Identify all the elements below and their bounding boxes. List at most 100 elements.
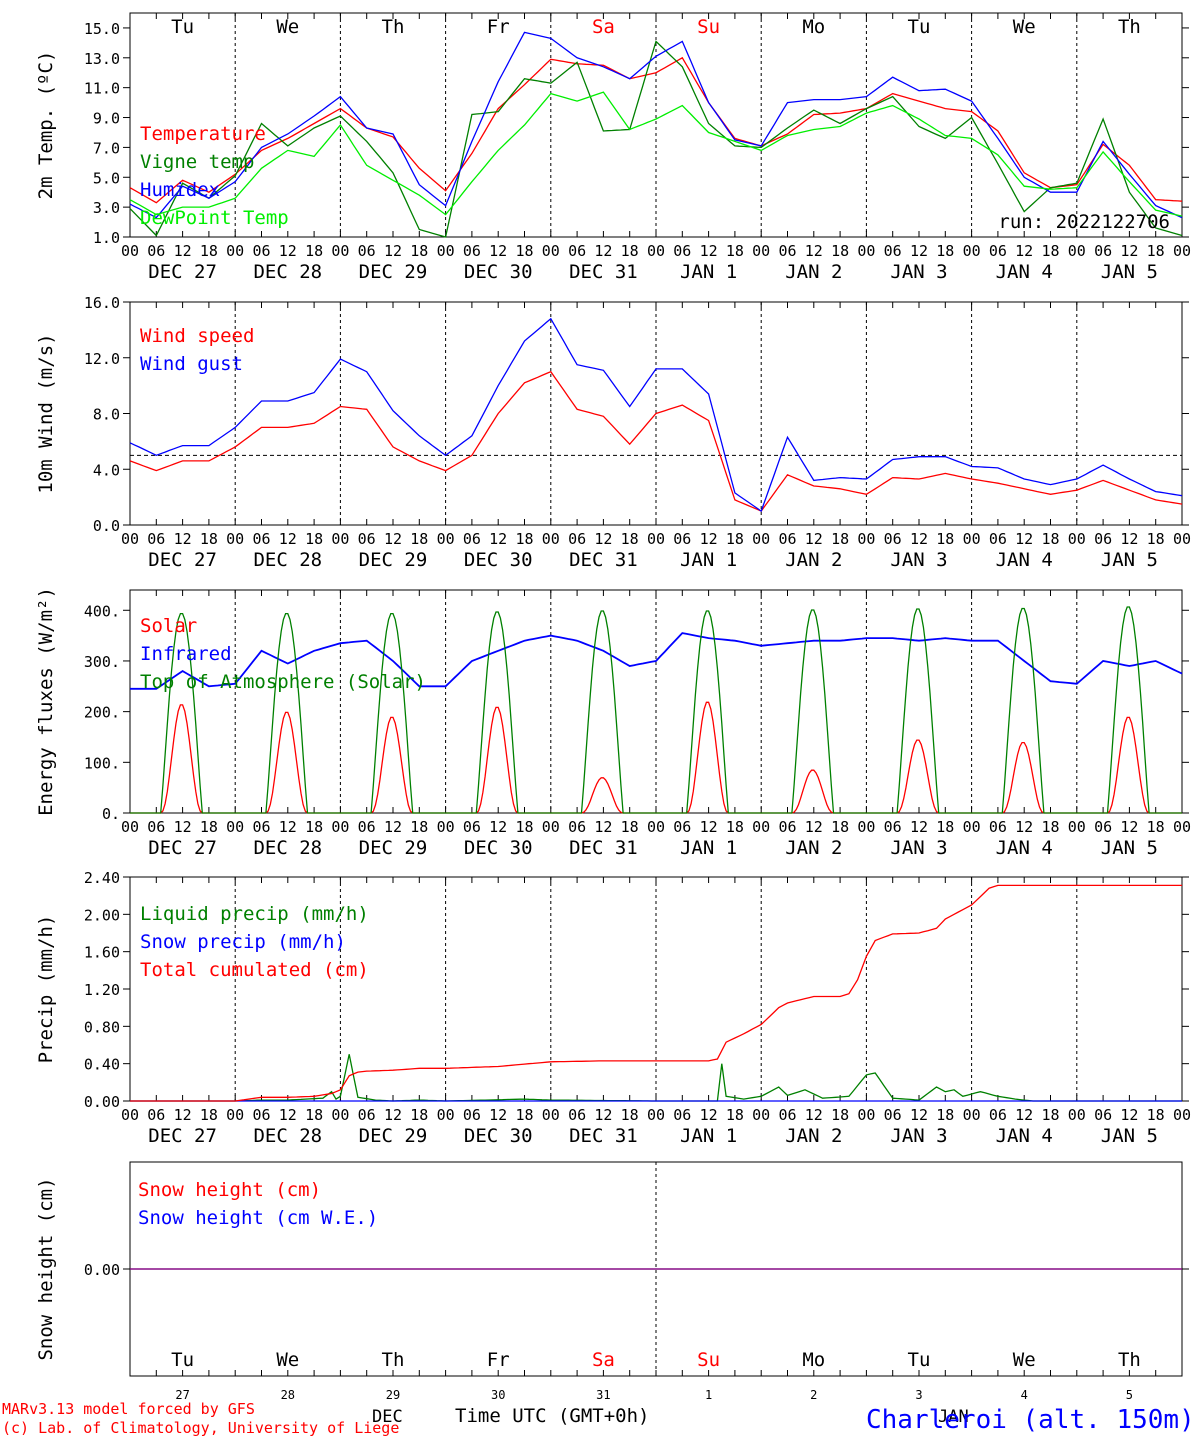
x-hour-label: 00 (437, 530, 455, 548)
x-date-label: DEC 28 (253, 837, 322, 859)
x-hour-label: 12 (700, 818, 718, 836)
x-hour-label: 06 (147, 1106, 165, 1124)
legend-entry: Wind gust (140, 353, 243, 375)
x-hour-label: 06 (252, 530, 270, 548)
chart-panel-2: 0.0 4.0 8.0 12.0 16.0 10m Wind (m/s) 00 06 12 18 0… (35, 294, 1191, 571)
x-date-label: DEC 28 (253, 261, 322, 283)
x-date-label: DEC 27 (148, 549, 217, 571)
y-tick-label: 0.00 (84, 1093, 120, 1111)
x-hour-label: 00 (857, 1106, 875, 1124)
x-hour-label: 06 (778, 242, 796, 260)
y-tick-label: 0.0 (93, 517, 120, 535)
y-tick-label: 0. (102, 805, 120, 823)
x-date-label: JAN 1 (680, 261, 737, 283)
series-line (129, 40, 1183, 238)
chart-panel-3: 0. 100. 200. 300. 400. Energy fluxes (W/m²) 00… (35, 587, 1191, 859)
model-credit: MARv3.13 model forced by GFS (2, 1400, 255, 1418)
x-hour-label: 18 (305, 242, 323, 260)
x-hour-label: 06 (884, 530, 902, 548)
x-day-number: 31 (596, 1388, 610, 1402)
x-day-number: 3 (915, 1388, 922, 1402)
lab-credit: (c) Lab. of Climatology, University of L… (2, 1419, 399, 1437)
x-date-label: JAN 3 (890, 261, 947, 283)
y-tick-label: 1.0 (93, 229, 120, 247)
day-name: Mo (802, 1349, 825, 1371)
day-name: Sa (592, 16, 615, 38)
x-hour-label: 00 (963, 818, 981, 836)
x-hour-label: 12 (700, 530, 718, 548)
x-hour-label: 18 (410, 530, 428, 548)
x-hour-label: 06 (989, 1106, 1007, 1124)
x-hour-label: 06 (1094, 530, 1112, 548)
x-date-label: JAN 1 (680, 549, 737, 571)
x-hour-label: 12 (489, 1106, 507, 1124)
x-hour-label: 12 (1120, 242, 1138, 260)
x-hour-label: 18 (936, 1106, 954, 1124)
x-hour-label: 00 (542, 1106, 560, 1124)
x-hour-label: 00 (857, 242, 875, 260)
day-name: We (1013, 16, 1036, 38)
y-axis-title: Precip (mm/h) (35, 915, 57, 1064)
x-hour-label: 00 (121, 1106, 139, 1124)
x-hour-label: 18 (200, 818, 218, 836)
x-hour-label: 18 (1147, 242, 1165, 260)
x-hour-label: 12 (805, 818, 823, 836)
y-tick-label: 400. (84, 602, 120, 620)
x-day-number: 27 (175, 1388, 189, 1402)
x-hour-label: 12 (910, 530, 928, 548)
series-line (130, 884, 1182, 1102)
day-name: We (276, 16, 299, 38)
x-date-label: DEC 29 (359, 549, 428, 571)
x-hour-label: 18 (1041, 242, 1059, 260)
x-hour-label: 00 (1173, 818, 1191, 836)
x-hour-label: 06 (147, 818, 165, 836)
y-axis-title: 2m Temp. (ºC) (35, 51, 57, 200)
legend-entry: Snow height (cm) (138, 1179, 321, 1201)
x-day-number: 29 (386, 1388, 400, 1402)
x-hour-label: 12 (1015, 1106, 1033, 1124)
x-date-label: DEC 27 (148, 1125, 217, 1147)
x-date-label: DEC 27 (148, 261, 217, 283)
x-hour-label: 06 (568, 242, 586, 260)
x-hour-label: 18 (936, 530, 954, 548)
x-hour-label: 00 (331, 242, 349, 260)
x-hour-label: 12 (279, 530, 297, 548)
x-hour-label: 12 (1015, 242, 1033, 260)
x-date-label: JAN 1 (680, 837, 737, 859)
x-hour-label: 00 (752, 530, 770, 548)
x-hour-label: 06 (358, 242, 376, 260)
x-hour-label: 12 (594, 818, 612, 836)
day-name: Th (1118, 1349, 1141, 1371)
x-hour-label: 06 (673, 530, 691, 548)
day-name: Fr (487, 16, 510, 38)
x-hour-label: 12 (910, 818, 928, 836)
x-hour-label: 18 (936, 242, 954, 260)
legend-entry: Solar (140, 615, 197, 637)
y-tick-label: 2.00 (84, 906, 120, 924)
x-hour-label: 18 (726, 818, 744, 836)
x-hour-label: 00 (647, 1106, 665, 1124)
x-hour-label: 12 (1120, 818, 1138, 836)
x-hour-label: 06 (778, 530, 796, 548)
x-hour-label: 06 (252, 818, 270, 836)
x-hour-label: 12 (279, 242, 297, 260)
x-hour-label: 06 (1094, 242, 1112, 260)
x-hour-label: 18 (305, 530, 323, 548)
x-hour-label: 00 (542, 242, 560, 260)
x-date-label: JAN 2 (785, 549, 842, 571)
x-hour-label: 06 (568, 1106, 586, 1124)
x-date-label: DEC 28 (253, 549, 322, 571)
x-hour-label: 18 (1041, 530, 1059, 548)
x-hour-label: 12 (489, 242, 507, 260)
day-name: Mo (802, 16, 825, 38)
x-date-label: JAN 5 (1101, 261, 1158, 283)
x-hour-label: 18 (936, 818, 954, 836)
y-tick-label: 9.0 (93, 110, 120, 128)
day-name: Tu (171, 16, 194, 38)
y-tick-label: 7.0 (93, 139, 120, 157)
x-day-number: 5 (1126, 1388, 1133, 1402)
x-day-number: 2 (810, 1388, 817, 1402)
x-hour-label: 18 (831, 530, 849, 548)
x-hour-label: 12 (384, 530, 402, 548)
